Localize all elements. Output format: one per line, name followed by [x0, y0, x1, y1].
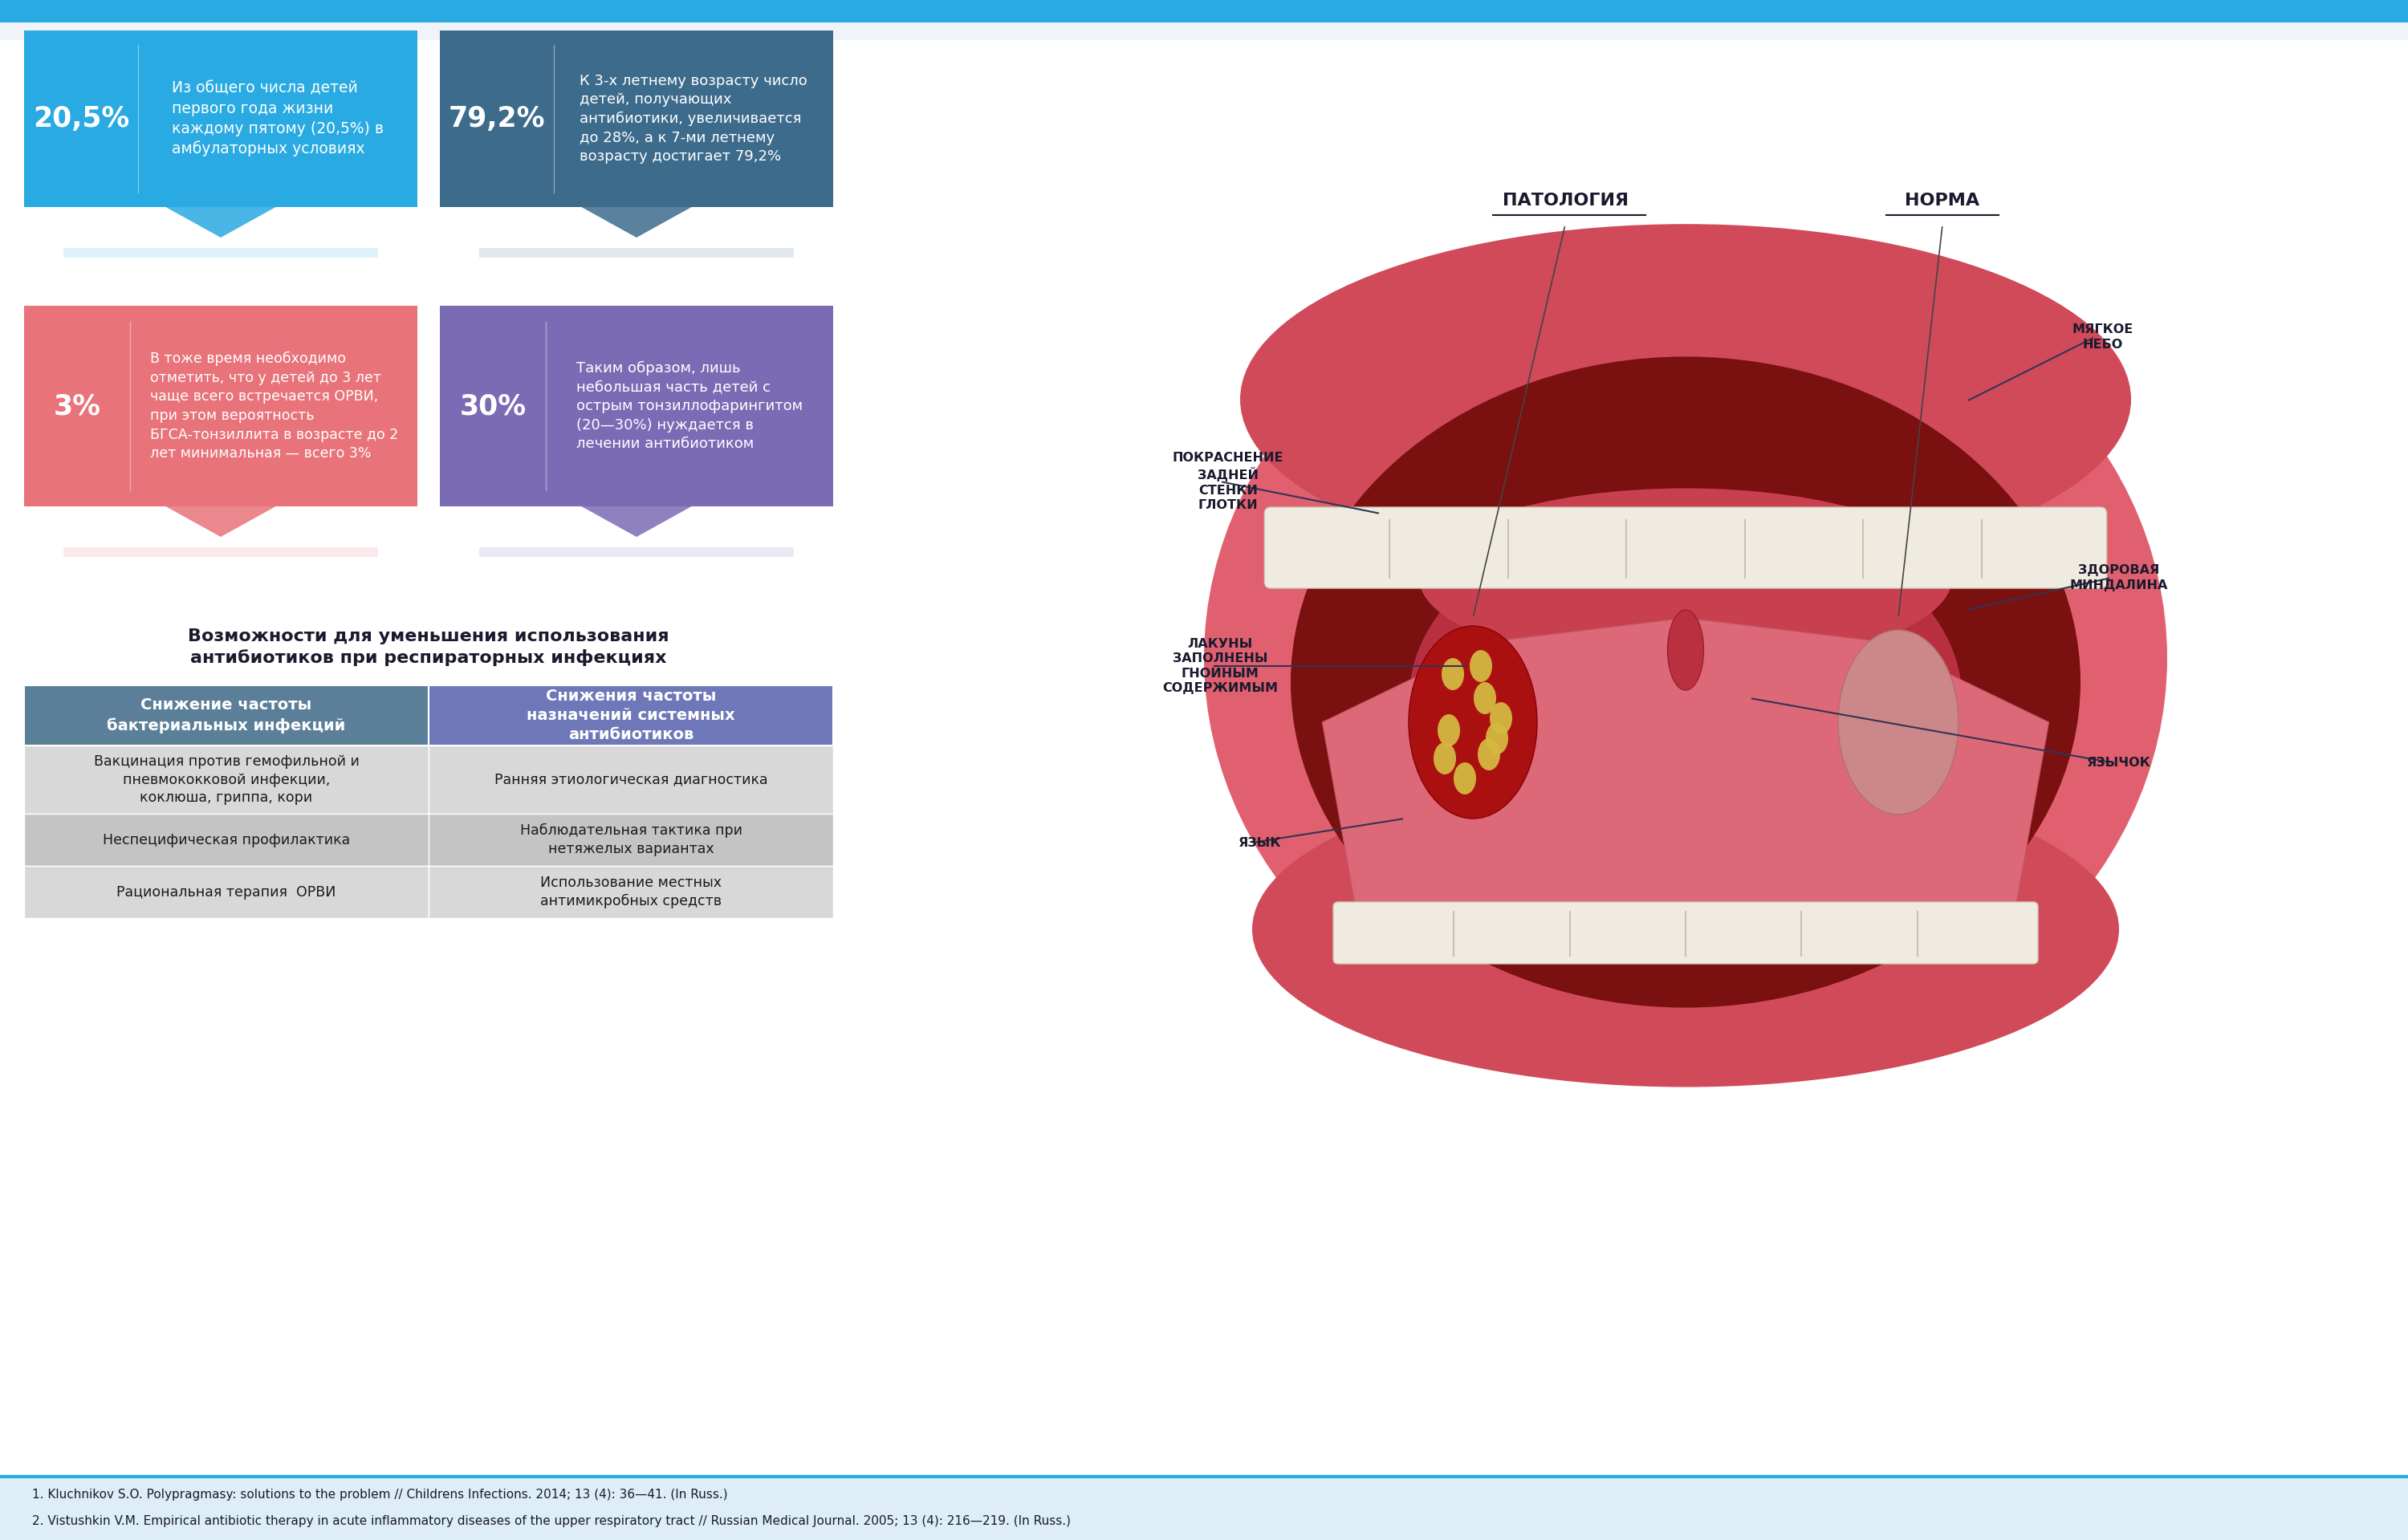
FancyBboxPatch shape: [0, 0, 2408, 23]
Text: К 3-х летнему возрасту число
детей, получающих
антибиотики, увеличивается
до 28%: К 3-х летнему возрасту число детей, полу…: [580, 74, 807, 165]
Text: Возможности для уменьшения использования
антибиотиков при респираторных инфекция: Возможности для уменьшения использования…: [188, 628, 669, 667]
Ellipse shape: [1409, 511, 1963, 886]
Ellipse shape: [1454, 762, 1476, 795]
Text: ЗДОРОВАЯ
МИНДАЛИНА: ЗДОРОВАЯ МИНДАЛИНА: [2071, 564, 2167, 591]
Polygon shape: [580, 507, 691, 537]
FancyBboxPatch shape: [441, 306, 833, 507]
Text: Наблюдательная тактика при
нетяжелых вариантах: Наблюдательная тактика при нетяжелых вар…: [520, 824, 742, 856]
FancyBboxPatch shape: [24, 865, 429, 918]
FancyBboxPatch shape: [1264, 507, 2107, 588]
FancyBboxPatch shape: [24, 685, 429, 745]
Ellipse shape: [1433, 742, 1457, 775]
Polygon shape: [580, 206, 691, 237]
Ellipse shape: [1479, 738, 1500, 770]
Text: 1. Kluchnikov S.O. Polypragmasy: solutions to the problem // Childrens Infection: 1. Kluchnikov S.O. Polypragmasy: solutio…: [31, 1488, 727, 1500]
FancyBboxPatch shape: [24, 610, 833, 685]
Text: 20,5%: 20,5%: [34, 105, 130, 132]
Text: НОРМА: НОРМА: [1905, 192, 1979, 208]
Text: ЛАКУНЫ
ЗАПОЛНЕНЫ
ГНОЙНЫМ
СОДЕРЖИМЫМ: ЛАКУНЫ ЗАПОЛНЕНЫ ГНОЙНЫМ СОДЕРЖИМЫМ: [1163, 638, 1279, 695]
FancyBboxPatch shape: [429, 865, 833, 918]
Ellipse shape: [1469, 650, 1493, 682]
Text: ЯЗЫК: ЯЗЫК: [1238, 836, 1281, 849]
Text: Ранняя этиологическая диагностика: Ранняя этиологическая диагностика: [494, 773, 768, 787]
Ellipse shape: [1486, 722, 1507, 755]
FancyBboxPatch shape: [0, 40, 2408, 1509]
Text: Таким образом, лишь
небольшая часть детей с
острым тонзиллофарингитом
(20—30%) н: Таким образом, лишь небольшая часть дете…: [576, 360, 802, 451]
Text: В тоже время необходимо
отметить, что у детей до 3 лет
чаще всего встречается ОР: В тоже время необходимо отметить, что у …: [149, 351, 397, 460]
Text: Из общего числа детей
первого года жизни
каждому пятому (20,5%) в
амбулаторных у: Из общего числа детей первого года жизни…: [171, 80, 383, 157]
Polygon shape: [166, 206, 277, 237]
FancyBboxPatch shape: [0, 1477, 2408, 1540]
Text: Снижения частоты
назначений системных
антибиотиков: Снижения частоты назначений системных ан…: [527, 688, 734, 742]
FancyBboxPatch shape: [24, 813, 429, 865]
Polygon shape: [1322, 618, 2049, 907]
Text: ПАТОЛОГИЯ: ПАТОЛОГИЯ: [1503, 192, 1628, 208]
Text: 30%: 30%: [460, 393, 527, 420]
FancyBboxPatch shape: [441, 31, 833, 206]
Text: Снижение частоты
бактериальных инфекций: Снижение частоты бактериальных инфекций: [106, 698, 347, 733]
FancyBboxPatch shape: [479, 547, 795, 557]
FancyBboxPatch shape: [429, 745, 833, 813]
FancyBboxPatch shape: [479, 248, 795, 257]
Ellipse shape: [1240, 223, 2131, 574]
Text: Использование местных
антимикробных средств: Использование местных антимикробных сред…: [539, 875, 722, 909]
Ellipse shape: [1252, 772, 2119, 1087]
FancyBboxPatch shape: [63, 248, 378, 257]
Text: ПОКРАСНЕНИЕ
ЗАДНЕЙ
СТЕНКИ
ГЛОТКИ: ПОКРАСНЕНИЕ ЗАДНЕЙ СТЕНКИ ГЛОТКИ: [1173, 451, 1283, 511]
Ellipse shape: [1491, 702, 1512, 735]
FancyBboxPatch shape: [63, 547, 378, 557]
Ellipse shape: [1291, 357, 2081, 1007]
Text: Вакцинация против гемофильной и
пневмококковой инфекции,
коклюша, гриппа, кори: Вакцинация против гемофильной и пневмоко…: [94, 755, 359, 805]
FancyBboxPatch shape: [24, 745, 429, 813]
Polygon shape: [166, 507, 277, 537]
Ellipse shape: [1474, 682, 1495, 715]
Text: ЯЗЫЧОК: ЯЗЫЧОК: [2088, 756, 2150, 768]
Ellipse shape: [1438, 715, 1459, 747]
Ellipse shape: [1409, 625, 1536, 819]
FancyBboxPatch shape: [429, 813, 833, 865]
FancyBboxPatch shape: [429, 685, 833, 745]
Text: 3%: 3%: [53, 393, 101, 420]
Text: Рациональная терапия  ОРВИ: Рациональная терапия ОРВИ: [116, 886, 337, 899]
Ellipse shape: [1204, 240, 2167, 1075]
FancyBboxPatch shape: [1334, 902, 2037, 964]
Ellipse shape: [1442, 658, 1464, 690]
Text: Неспецифическая профилактика: Неспецифическая профилактика: [104, 833, 349, 847]
Text: МЯГКОЕ
НЕБО: МЯГКОЕ НЕБО: [2073, 323, 2133, 351]
Ellipse shape: [1666, 610, 1705, 690]
Ellipse shape: [1418, 488, 1953, 667]
FancyBboxPatch shape: [24, 31, 417, 206]
Text: 79,2%: 79,2%: [448, 105, 544, 132]
FancyBboxPatch shape: [24, 306, 417, 507]
Text: 2. Vistushkin V.M. Empirical antibiotic therapy in acute inflammatory diseases o: 2. Vistushkin V.M. Empirical antibiotic …: [31, 1515, 1072, 1526]
Ellipse shape: [1837, 630, 1958, 815]
